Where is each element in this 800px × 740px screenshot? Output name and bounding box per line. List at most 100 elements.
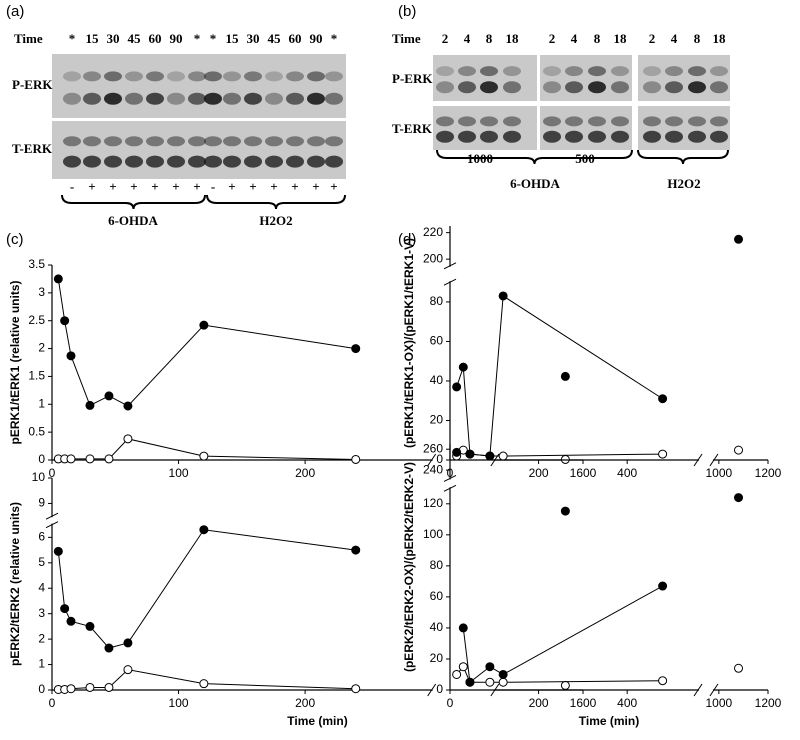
band (63, 92, 81, 105)
band (710, 66, 728, 77)
y-axis-label: (pERK2/tERK2-OX)/(pERK2/tERK2-V) (402, 462, 416, 672)
y-tick-label: 60 (430, 334, 444, 348)
band (688, 66, 706, 77)
treatment-sign: + (109, 179, 116, 194)
data-point (53, 274, 63, 284)
x-tick-label: 400 (617, 466, 637, 480)
break-mark (443, 262, 457, 270)
lane-time: 30 (107, 31, 120, 46)
y-tick-label: 3 (38, 285, 45, 299)
band (167, 136, 185, 147)
band (436, 116, 454, 127)
band (611, 116, 629, 127)
band (543, 130, 561, 143)
band (643, 130, 661, 143)
lane-time: 90 (310, 31, 323, 46)
lane-time: 15 (226, 31, 240, 46)
x-tick-label: 1000 (706, 466, 733, 480)
band (588, 116, 606, 127)
band (244, 92, 262, 105)
y-tick-label: 6 (38, 530, 45, 544)
y-tick-label: 260 (423, 441, 443, 455)
data-point (658, 394, 668, 404)
lane-time: 60 (149, 31, 162, 46)
band (286, 136, 304, 147)
lane-time: 30 (247, 31, 260, 46)
group-label: H2O2 (667, 176, 700, 191)
band (458, 130, 476, 143)
band (83, 92, 101, 105)
data-point (734, 663, 744, 673)
band (480, 66, 498, 77)
break-mark (709, 453, 719, 467)
y-tick-label: 10 (32, 470, 46, 484)
band (503, 130, 521, 143)
band (223, 71, 241, 82)
x-tick-label: 200 (295, 466, 315, 480)
band (265, 155, 283, 168)
data-point (199, 679, 209, 689)
band (307, 71, 325, 82)
lane-time: 2 (549, 31, 556, 46)
data-point (104, 643, 114, 653)
row-label: T-ERK (392, 121, 433, 136)
blot (52, 54, 346, 118)
data-point (85, 621, 95, 631)
data-point (560, 506, 570, 516)
data-point (498, 291, 508, 301)
lane-time: 2 (649, 31, 656, 46)
lane-time: * (69, 31, 76, 46)
data-point (498, 451, 508, 461)
data-point (351, 454, 361, 464)
band (710, 81, 728, 94)
blot (540, 55, 632, 101)
band (83, 71, 101, 82)
treatment-sign: - (211, 179, 215, 194)
group-label: H2O2 (259, 213, 292, 228)
treatment-sign: + (249, 179, 256, 194)
data-point (498, 669, 508, 679)
data-point (560, 680, 570, 690)
y-tick-label: 2 (38, 341, 45, 355)
lane-time: * (194, 31, 201, 46)
lane-time: 8 (694, 31, 701, 46)
panel-label: (d) (398, 231, 416, 248)
y-tick-label: 0 (436, 682, 443, 696)
data-point (123, 434, 133, 444)
data-point (485, 677, 495, 687)
data-point (85, 454, 95, 464)
band (588, 66, 606, 77)
y-tick-label: 3 (38, 606, 45, 620)
y-tick-label: 3.5 (28, 257, 45, 271)
blot (433, 106, 537, 150)
lane-time: 45 (128, 31, 142, 46)
band (611, 130, 629, 143)
break-mark (693, 683, 703, 697)
data-point (199, 525, 209, 535)
lane-time: * (210, 31, 217, 46)
data-point (452, 669, 462, 679)
band (63, 136, 81, 147)
x-axis-label: Time (min) (287, 714, 347, 728)
panel-label: (a) (6, 3, 24, 20)
band (436, 66, 454, 77)
lane-time: 8 (594, 31, 601, 46)
band (565, 116, 583, 127)
band (665, 81, 683, 94)
x-axis-label: Time (min) (579, 714, 639, 728)
band (688, 130, 706, 143)
band (643, 116, 661, 127)
band (83, 155, 101, 168)
data-point (85, 682, 95, 692)
band (223, 155, 241, 168)
band (665, 116, 683, 127)
treatment-sign: + (193, 179, 200, 194)
band (167, 71, 185, 82)
y-tick-label: 9 (38, 496, 45, 510)
band (188, 155, 206, 168)
time-label: Time (14, 31, 43, 46)
band (325, 155, 343, 168)
band (188, 92, 206, 105)
data-point (658, 676, 668, 686)
